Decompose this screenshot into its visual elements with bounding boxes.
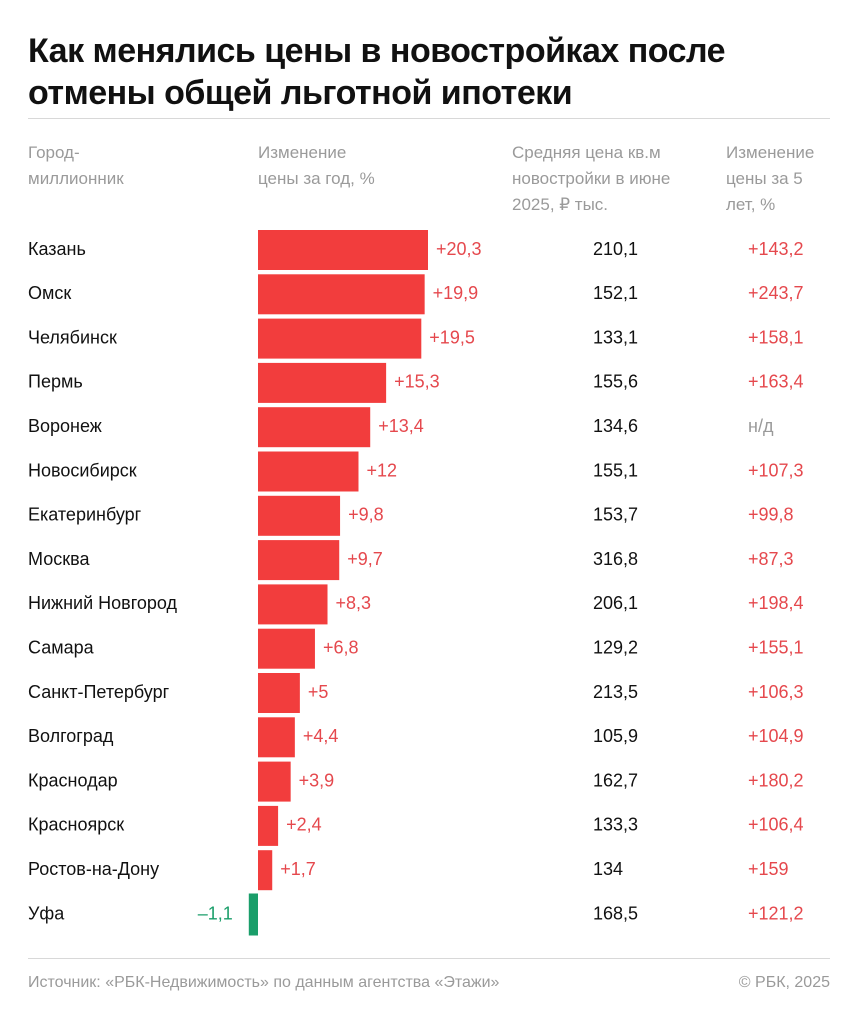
change-5y: +106,4 <box>748 815 804 835</box>
change-5y: +155,1 <box>748 637 804 657</box>
price: 155,6 <box>593 372 638 392</box>
category-label: Екатеринбург <box>28 505 142 525</box>
category-label: Ростов-на-Дону <box>28 859 159 879</box>
bar <box>258 761 291 802</box>
value-label: +19,5 <box>429 327 475 347</box>
bar <box>258 407 371 448</box>
change-5y: +87,3 <box>748 549 794 569</box>
price: 168,5 <box>593 903 638 923</box>
bar <box>258 540 340 581</box>
category-label: Волгоград <box>28 726 114 746</box>
column-header: Средняя цена кв.м новостройки в июне 202… <box>512 143 671 214</box>
value-label: +1,7 <box>280 859 316 879</box>
category-label: Санкт-Петербург <box>28 682 170 702</box>
value-label: +19,9 <box>433 283 479 303</box>
price: 213,5 <box>593 682 638 702</box>
price: 133,3 <box>593 815 638 835</box>
category-label: Челябинск <box>28 327 117 347</box>
change-5y: н/д <box>748 416 774 436</box>
bar <box>258 362 387 403</box>
price: 133,1 <box>593 327 638 347</box>
change-5y: +143,2 <box>748 239 804 259</box>
price: 316,8 <box>593 549 638 569</box>
price: 206,1 <box>593 593 638 613</box>
copyright: © РБК, 2025 <box>738 974 830 991</box>
change-5y: +159 <box>748 859 789 879</box>
bar <box>258 628 315 669</box>
price: 134 <box>593 859 623 879</box>
category-label: Казань <box>28 239 86 259</box>
price: 129,2 <box>593 637 638 657</box>
value-label: +2,4 <box>286 815 322 835</box>
value-label: –1,1 <box>198 903 233 923</box>
category-label: Уфа <box>28 903 65 923</box>
change-5y: +243,7 <box>748 283 804 303</box>
bar <box>248 893 258 936</box>
category-label: Нижний Новгород <box>28 593 178 613</box>
change-5y: +198,4 <box>748 593 804 613</box>
bar <box>258 274 425 315</box>
value-label: +20,3 <box>436 239 482 259</box>
divider <box>28 118 830 119</box>
value-label: +8,3 <box>336 593 372 613</box>
value-label: +4,4 <box>303 726 339 746</box>
change-5y: +180,2 <box>748 770 804 790</box>
price: 155,1 <box>593 460 638 480</box>
bar <box>258 673 300 713</box>
value-label: +3,9 <box>299 770 335 790</box>
bar <box>258 805 279 846</box>
change-5y: +163,4 <box>748 372 804 392</box>
divider <box>28 958 830 959</box>
bar <box>258 318 422 359</box>
category-label: Самара <box>28 637 95 657</box>
value-label: +12 <box>366 460 397 480</box>
chart-title: Как менялись цены в новостройках после о… <box>28 32 726 112</box>
change-5y: +121,2 <box>748 903 804 923</box>
change-5y: +99,8 <box>748 505 794 525</box>
price: 153,7 <box>593 505 638 525</box>
bar <box>258 230 428 270</box>
value-label: +13,4 <box>378 416 424 436</box>
price: 162,7 <box>593 770 638 790</box>
column-header: Изменение цены за 5 лет, % <box>726 143 815 214</box>
price: 210,1 <box>593 239 638 259</box>
price: 134,6 <box>593 416 638 436</box>
column-header: Изменение цены за год, % <box>258 143 375 188</box>
category-label: Омск <box>28 283 71 303</box>
category-label: Пермь <box>28 372 83 392</box>
bar <box>258 717 295 758</box>
bar <box>258 495 341 536</box>
change-5y: +107,3 <box>748 460 804 480</box>
category-label: Воронеж <box>28 416 102 436</box>
value-label: +15,3 <box>394 372 440 392</box>
category-label: Москва <box>28 549 90 569</box>
bar <box>258 451 359 492</box>
bar <box>258 850 273 891</box>
value-label: +9,8 <box>348 505 384 525</box>
source: Источник: «РБК-Недвижимость» по данным а… <box>28 974 500 991</box>
category-label: Краснодар <box>28 770 118 790</box>
bar <box>258 584 328 625</box>
category-label: Новосибирск <box>28 460 137 480</box>
price: 105,9 <box>593 726 638 746</box>
value-label: +5 <box>308 682 329 702</box>
category-label: Красноярск <box>28 815 124 835</box>
price: 152,1 <box>593 283 638 303</box>
value-label: +6,8 <box>323 637 359 657</box>
value-label: +9,7 <box>347 549 383 569</box>
column-header: Город-миллионник <box>28 143 124 188</box>
change-5y: +106,3 <box>748 682 804 702</box>
change-5y: +104,9 <box>748 726 804 746</box>
change-5y: +158,1 <box>748 327 804 347</box>
